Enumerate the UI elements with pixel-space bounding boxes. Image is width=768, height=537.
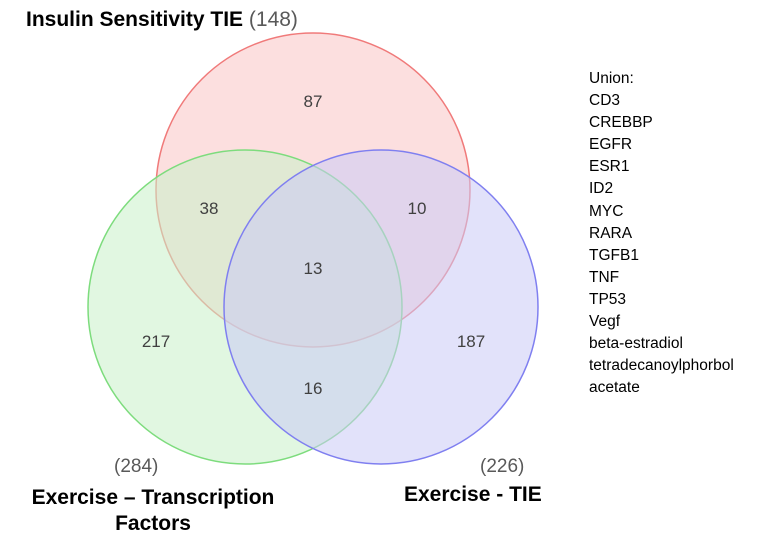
union-item: RARA (589, 224, 633, 242)
union-item: TP53 (589, 290, 627, 308)
title-exercise-transcription-line2: Factors (115, 512, 191, 535)
title-exercise-transcription-factors: Exercise – Transcription Factors (4, 485, 302, 537)
region-insulin-exercise-tie: 10 (408, 199, 427, 218)
region-all-three: 13 (304, 259, 323, 278)
region-transcription-only: 217 (142, 332, 170, 351)
region-exercise-tie-only: 187 (457, 332, 485, 351)
union-item: ESR1 (589, 158, 630, 176)
union-item: acetate (589, 379, 640, 397)
union-item: TGFB1 (589, 246, 639, 264)
union-item: EGFR (589, 136, 633, 154)
count-exercise-transcription-factors: (284) (114, 456, 159, 477)
union-item: Vegf (589, 313, 621, 331)
circle-exercise-tie (223, 149, 539, 465)
count-insulin-sensitivity: (148) (248, 8, 298, 31)
union-item: ID2 (589, 180, 614, 198)
title-exercise-transcription-line1: Exercise – Transcription (31, 486, 275, 509)
union-item: TNF (589, 268, 620, 286)
title-insulin-sensitivity: Insulin Sensitivity TIE (148) (26, 7, 298, 33)
union-item: CREBBP (589, 114, 653, 132)
region-insulin-only: 87 (304, 92, 323, 111)
title-insulin-sensitivity-text: Insulin Sensitivity TIE (26, 8, 244, 31)
region-insulin-transcription: 38 (200, 199, 219, 218)
union-item: MYC (589, 202, 624, 220)
union-item: tetradecanoylphorbol (589, 357, 734, 375)
region-transcription-exercise-tie: 16 (304, 379, 323, 398)
count-exercise-tie: (226) (480, 456, 525, 477)
union-item: CD3 (589, 92, 621, 110)
title-exercise-tie: Exercise - TIE (404, 483, 542, 506)
union-heading: Union: (589, 70, 634, 87)
union-item: beta-estradiol (589, 335, 683, 353)
union-list: Union: CD3 CREBBP EGFR ESR1 ID2 MYC RARA… (589, 68, 734, 399)
